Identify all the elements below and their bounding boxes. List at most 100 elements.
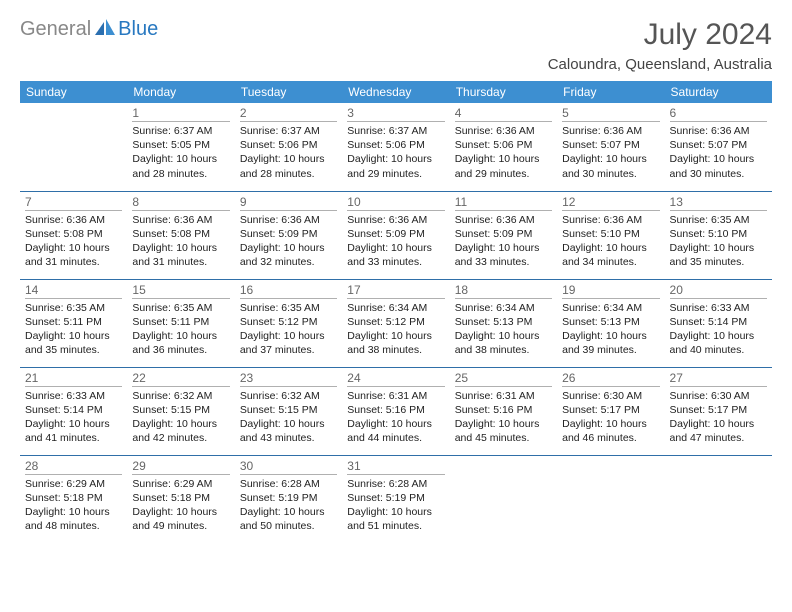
day-number: 15: [132, 283, 229, 299]
calendar-cell: [665, 455, 772, 543]
day-details: Sunrise: 6:34 AMSunset: 5:13 PMDaylight:…: [562, 301, 659, 358]
col-monday: Monday: [127, 81, 234, 103]
calendar-cell: 7Sunrise: 6:36 AMSunset: 5:08 PMDaylight…: [20, 191, 127, 279]
day-details: Sunrise: 6:33 AMSunset: 5:14 PMDaylight:…: [25, 389, 122, 446]
header: General Blue July 2024 Caloundra, Queens…: [20, 18, 772, 73]
day-number: 31: [347, 459, 444, 475]
calendar-cell: 10 Sunrise: 6:36 AMSunset: 5:09 PMDayligh…: [342, 191, 449, 279]
calendar-cell: 25Sunrise: 6:31 AMSunset: 5:16 PMDayligh…: [450, 367, 557, 455]
month-title: July 2024: [548, 18, 772, 52]
day-details: Sunrise: 6:36 AMSunset: 5:06 PMDaylight:…: [455, 124, 552, 181]
calendar-cell: 28Sunrise: 6:29 AMSunset: 5:18 PMDayligh…: [20, 455, 127, 543]
day-number: 21: [25, 371, 122, 387]
day-details: Sunrise: 6:37 AMSunset: 5:06 PMDaylight:…: [347, 124, 444, 181]
calendar-cell: [557, 455, 664, 543]
day-details: Sunrise: 6:29 AMSunset: 5:18 PMDaylight:…: [132, 477, 229, 534]
logo: General Blue: [20, 18, 158, 41]
day-number: 29: [132, 459, 229, 475]
day-number: 27: [670, 371, 767, 387]
calendar-cell: 11 Sunrise: 6:36 AMSunset: 5:09 PMDayligh…: [450, 191, 557, 279]
day-number: 13: [670, 195, 767, 211]
calendar-cell: 24Sunrise: 6:31 AMSunset: 5:16 PMDayligh…: [342, 367, 449, 455]
calendar-row: 1 Sunrise: 6:37 AMSunset: 5:05 PMDaylight…: [20, 103, 772, 191]
day-number: 26: [562, 371, 659, 387]
calendar-cell: 29 Sunrise: 6:29 AMSunset: 5:18 PMDayligh…: [127, 455, 234, 543]
calendar-cell: 27 Sunrise: 6:30 AMSunset: 5:17 PMDayligh…: [665, 367, 772, 455]
calendar-cell: [450, 455, 557, 543]
day-details: Sunrise: 6:37 AMSunset: 5:06 PMDaylight:…: [240, 124, 337, 181]
day-details: Sunrise: 6:31 AMSunset: 5:16 PMDaylight:…: [347, 389, 444, 446]
day-details: Sunrise: 6:37 AMSunset: 5:05 PMDaylight:…: [132, 124, 229, 181]
day-details: Sunrise: 6:28 AMSunset: 5:19 PMDaylight:…: [240, 477, 337, 534]
title-block: July 2024 Caloundra, Queensland, Austral…: [548, 18, 772, 73]
calendar-cell: 17 Sunrise: 6:34 AMSunset: 5:12 PMDayligh…: [342, 279, 449, 367]
day-number: 2: [240, 106, 337, 122]
day-details: Sunrise: 6:28 AMSunset: 5:19 PMDaylight:…: [347, 477, 444, 534]
day-number: 23: [240, 371, 337, 387]
day-number: 12: [562, 195, 659, 211]
calendar-cell: 18 Sunrise: 6:34 AMSunset: 5:13 PMDayligh…: [450, 279, 557, 367]
day-details: Sunrise: 6:32 AMSunset: 5:15 PMDaylight:…: [240, 389, 337, 446]
day-number: 28: [25, 459, 122, 475]
col-tuesday: Tuesday: [235, 81, 342, 103]
calendar-cell: 23 Sunrise: 6:32 AMSunset: 5:15 PMDayligh…: [235, 367, 342, 455]
day-number: 6: [670, 106, 767, 122]
calendar-cell: 20Sunrise: 6:33 AMSunset: 5:14 PMDayligh…: [665, 279, 772, 367]
calendar-cell: 6 Sunrise: 6:36 AMSunset: 5:07 PMDaylight…: [665, 103, 772, 191]
day-details: Sunrise: 6:30 AMSunset: 5:17 PMDaylight:…: [562, 389, 659, 446]
location-label: Caloundra, Queensland, Australia: [548, 56, 772, 73]
calendar-cell: 2 Sunrise: 6:37 AMSunset: 5:06 PMDaylight…: [235, 103, 342, 191]
day-number: 19: [562, 283, 659, 299]
day-number: 11: [455, 195, 552, 211]
calendar-cell: 1 Sunrise: 6:37 AMSunset: 5:05 PMDaylight…: [127, 103, 234, 191]
day-number: 17: [347, 283, 444, 299]
calendar-cell: 13Sunrise: 6:35 AMSunset: 5:10 PMDayligh…: [665, 191, 772, 279]
calendar-cell: [20, 103, 127, 191]
calendar-cell: 15 Sunrise: 6:35 AMSunset: 5:11 PMDayligh…: [127, 279, 234, 367]
calendar-row: 7Sunrise: 6:36 AMSunset: 5:08 PMDaylight…: [20, 191, 772, 279]
calendar-cell: 4 Sunrise: 6:36 AMSunset: 5:06 PMDaylight…: [450, 103, 557, 191]
calendar-table: Sunday Monday Tuesday Wednesday Thursday…: [20, 81, 772, 543]
day-details: Sunrise: 6:36 AMSunset: 5:07 PMDaylight:…: [670, 124, 767, 181]
day-details: Sunrise: 6:36 AMSunset: 5:07 PMDaylight:…: [562, 124, 659, 181]
calendar-row: 14Sunrise: 6:35 AMSunset: 5:11 PMDayligh…: [20, 279, 772, 367]
day-number: 3: [347, 106, 444, 122]
calendar-cell: 16 Sunrise: 6:35 AMSunset: 5:12 PMDayligh…: [235, 279, 342, 367]
day-number: 16: [240, 283, 337, 299]
calendar-cell: 3 Sunrise: 6:37 AMSunset: 5:06 PMDaylight…: [342, 103, 449, 191]
day-number: 9: [240, 195, 337, 211]
calendar-row: 28 Sunrise: 6:29 AMSunset: 5:18 PMDayligh…: [20, 455, 772, 543]
calendar-cell: 26 Sunrise: 6:30 AMSunset: 5:17 PMDayligh…: [557, 367, 664, 455]
day-number: 30: [240, 459, 337, 475]
day-details: Sunrise: 6:36 AMSunset: 5:08 PMDaylight:…: [132, 213, 229, 270]
day-number: 5: [562, 106, 659, 122]
logo-sail-icon: [95, 19, 115, 40]
logo-text-blue: Blue: [118, 18, 158, 41]
logo-text-gray: General: [20, 18, 91, 41]
day-number: 10: [347, 195, 444, 211]
day-details: Sunrise: 6:30 AMSunset: 5:17 PMDaylight:…: [670, 389, 767, 446]
day-details: Sunrise: 6:36 AMSunset: 5:09 PMDaylight:…: [240, 213, 337, 270]
day-details: Sunrise: 6:36 AMSunset: 5:09 PMDaylight:…: [347, 213, 444, 270]
day-details: Sunrise: 6:35 AMSunset: 5:12 PMDaylight:…: [240, 301, 337, 358]
day-details: Sunrise: 6:36 AMSunset: 5:09 PMDaylight:…: [455, 213, 552, 270]
calendar-cell: 12 Sunrise: 6:36 AMSunset: 5:10 PMDayligh…: [557, 191, 664, 279]
day-details: Sunrise: 6:33 AMSunset: 5:14 PMDaylight:…: [670, 301, 767, 358]
day-details: Sunrise: 6:36 AMSunset: 5:10 PMDaylight:…: [562, 213, 659, 270]
day-details: Sunrise: 6:35 AMSunset: 5:11 PMDaylight:…: [25, 301, 122, 358]
header-row: Sunday Monday Tuesday Wednesday Thursday…: [20, 81, 772, 103]
col-sunday: Sunday: [20, 81, 127, 103]
day-details: Sunrise: 6:34 AMSunset: 5:12 PMDaylight:…: [347, 301, 444, 358]
day-number: 18: [455, 283, 552, 299]
col-wednesday: Wednesday: [342, 81, 449, 103]
calendar-cell: 31 Sunrise: 6:28 AMSunset: 5:19 PMDayligh…: [342, 455, 449, 543]
col-saturday: Saturday: [665, 81, 772, 103]
col-friday: Friday: [557, 81, 664, 103]
day-details: Sunrise: 6:36 AMSunset: 5:08 PMDaylight:…: [25, 213, 122, 270]
day-number: 1: [132, 106, 229, 122]
calendar-cell: 5 Sunrise: 6:36 AMSunset: 5:07 PMDaylight…: [557, 103, 664, 191]
day-details: Sunrise: 6:35 AMSunset: 5:11 PMDaylight:…: [132, 301, 229, 358]
day-details: Sunrise: 6:34 AMSunset: 5:13 PMDaylight:…: [455, 301, 552, 358]
day-number: 4: [455, 106, 552, 122]
calendar-cell: 8Sunrise: 6:36 AMSunset: 5:08 PMDaylight…: [127, 191, 234, 279]
